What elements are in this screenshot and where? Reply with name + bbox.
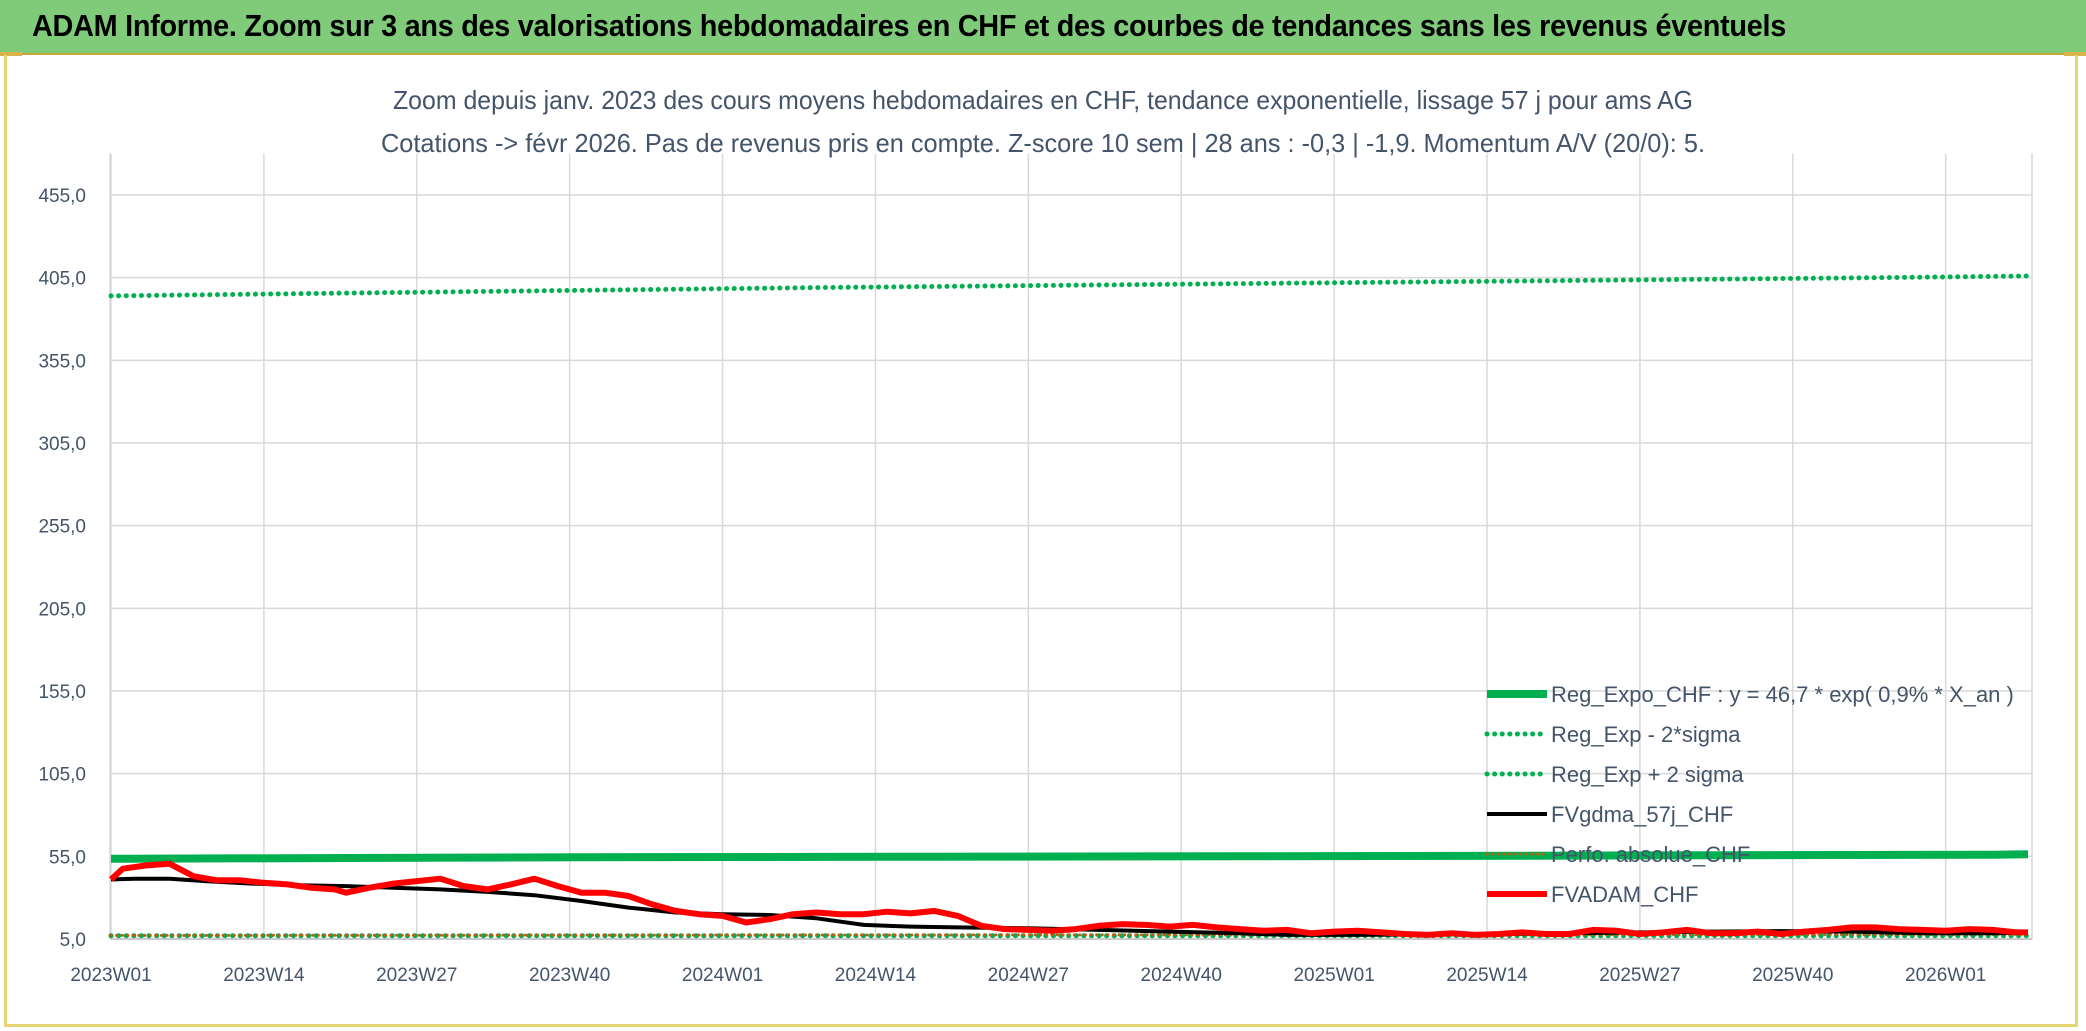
series-line (110, 850, 2029, 863)
x-tick-label: 2023W01 (70, 965, 151, 986)
legend-label: FVADAM_CHF (1551, 882, 1699, 907)
legend-label: Reg_Exp - 2*sigma (1551, 722, 1741, 747)
chart-series (108, 273, 2031, 939)
y-tick-label: 205,0 (38, 599, 86, 620)
x-tick-label: 2025W40 (1752, 965, 1833, 986)
y-axis: 5,0 55,0 105,0 155,0 205,0 255,0 305,0 355,0 405… (38, 186, 86, 951)
x-tick-label: 2024W14 (835, 965, 917, 986)
y-tick-label: 105,0 (38, 765, 86, 786)
x-tick-label: 2025W14 (1446, 965, 1528, 986)
x-axis: 2023W01 2023W14 2023W27 2023W40 2024W01 2024W… (70, 965, 1986, 986)
x-tick-label: 2025W01 (1293, 965, 1374, 986)
legend-label: Perfo. absolue_CHF (1551, 842, 1750, 867)
x-tick-label: 2024W40 (1141, 965, 1222, 986)
chart-frame (4, 55, 2078, 1027)
x-tick-label: 2023W40 (529, 965, 610, 986)
x-tick-label: 2023W14 (223, 965, 305, 986)
y-tick-label: 55,0 (49, 847, 86, 868)
x-tick-label: 2025W27 (1599, 965, 1680, 986)
chart-subtitle-line2: Cotations -> févr 2026. Pas de revenus p… (381, 128, 1705, 158)
y-tick-label: 455,0 (38, 186, 86, 207)
frame-corner-left (0, 52, 22, 56)
x-tick-label: 2023W27 (376, 965, 457, 986)
y-tick-label: 405,0 (38, 269, 86, 290)
series-line (108, 273, 2031, 299)
frame-corner-right (2064, 52, 2086, 56)
y-tick-label: 5,0 (60, 930, 86, 951)
y-tick-label: 255,0 (38, 517, 86, 538)
series-line (110, 876, 2029, 937)
x-tick-label: 2024W27 (988, 965, 1069, 986)
y-tick-label: 305,0 (38, 434, 86, 455)
page-title: ADAM Informe. Zoom sur 3 ans des valoris… (32, 8, 1786, 43)
x-tick-label: 2026W01 (1905, 965, 1986, 986)
y-tick-label: 355,0 (38, 351, 86, 372)
chart-subtitle-line1: Zoom depuis janv. 2023 des cours moyens … (393, 85, 1693, 115)
x-tick-label: 2024W01 (682, 965, 763, 986)
legend-label: Reg_Exp + 2 sigma (1551, 762, 1744, 787)
y-tick-label: 155,0 (38, 682, 86, 703)
legend-label: FVgdma_57j_CHF (1551, 802, 1733, 827)
chart-legend: Reg_Expo_CHF : y = 46,7 * exp( 0,9% * X_… (1484, 682, 2014, 907)
legend-label: Reg_Expo_CHF : y = 46,7 * exp( 0,9% * X_… (1551, 682, 2014, 707)
series-line (108, 860, 2028, 938)
chart-grid (109, 153, 2033, 940)
title-bar: ADAM Informe. Zoom sur 3 ans des valoris… (0, 0, 2086, 55)
